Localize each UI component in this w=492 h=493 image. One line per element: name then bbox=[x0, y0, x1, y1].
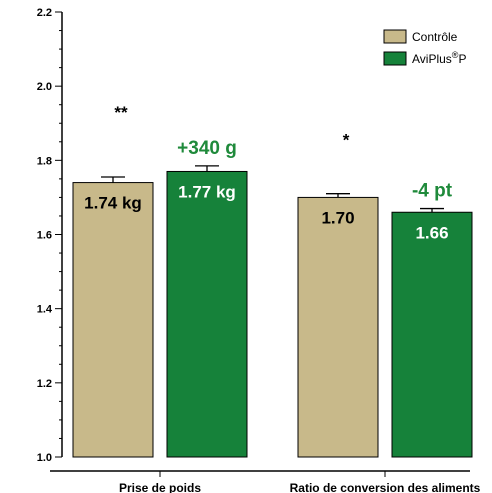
delta-label: -4 pt bbox=[412, 181, 453, 202]
legend-swatch bbox=[383, 29, 407, 44]
delta-label: +340 g bbox=[177, 138, 237, 159]
bars: 1.74 kg 1.77 kg 1.70 1.66 bbox=[72, 165, 473, 458]
data-label: 1.77 kg bbox=[178, 182, 236, 201]
significance-marker: * bbox=[343, 131, 350, 150]
legend-label: Contrôle bbox=[412, 30, 458, 44]
data-label: 1.74 kg bbox=[84, 194, 142, 213]
y-tick-label: 1.4 bbox=[37, 304, 53, 316]
legend-label: AviPlus®P bbox=[412, 50, 466, 66]
x-tick-label: Prise de poids bbox=[119, 481, 201, 493]
axes: 1.0 1.2 1.4 1.6 1.8 2.0 2.2 Prise de poids Ratio… bbox=[37, 7, 481, 493]
data-label: 1.66 bbox=[415, 223, 448, 242]
bar bbox=[166, 170, 248, 458]
legend-label-end: P bbox=[458, 52, 466, 66]
legend-label-main: AviPlus bbox=[412, 52, 452, 66]
data-label: 1.70 bbox=[321, 208, 354, 227]
y-tick-label: 1.8 bbox=[37, 155, 52, 167]
legend-label-sup: ® bbox=[452, 50, 459, 60]
bar bbox=[297, 196, 379, 458]
y-tick-label: 2.2 bbox=[37, 7, 52, 19]
y-tick-label: 1.2 bbox=[37, 378, 52, 390]
y-tick-label: 2.0 bbox=[37, 81, 52, 93]
legend-swatch bbox=[383, 51, 407, 66]
legend: Contrôle AviPlus®P bbox=[383, 29, 466, 66]
y-tick-label: 1.6 bbox=[37, 230, 52, 242]
bar bbox=[391, 211, 473, 458]
annotations: ** +340 g * -4 pt bbox=[114, 103, 452, 202]
bar bbox=[72, 182, 154, 458]
x-tick-label: Ratio de conversion des aliments bbox=[290, 481, 481, 493]
y-tick-label: 1.0 bbox=[37, 452, 52, 464]
significance-marker: ** bbox=[114, 103, 128, 122]
